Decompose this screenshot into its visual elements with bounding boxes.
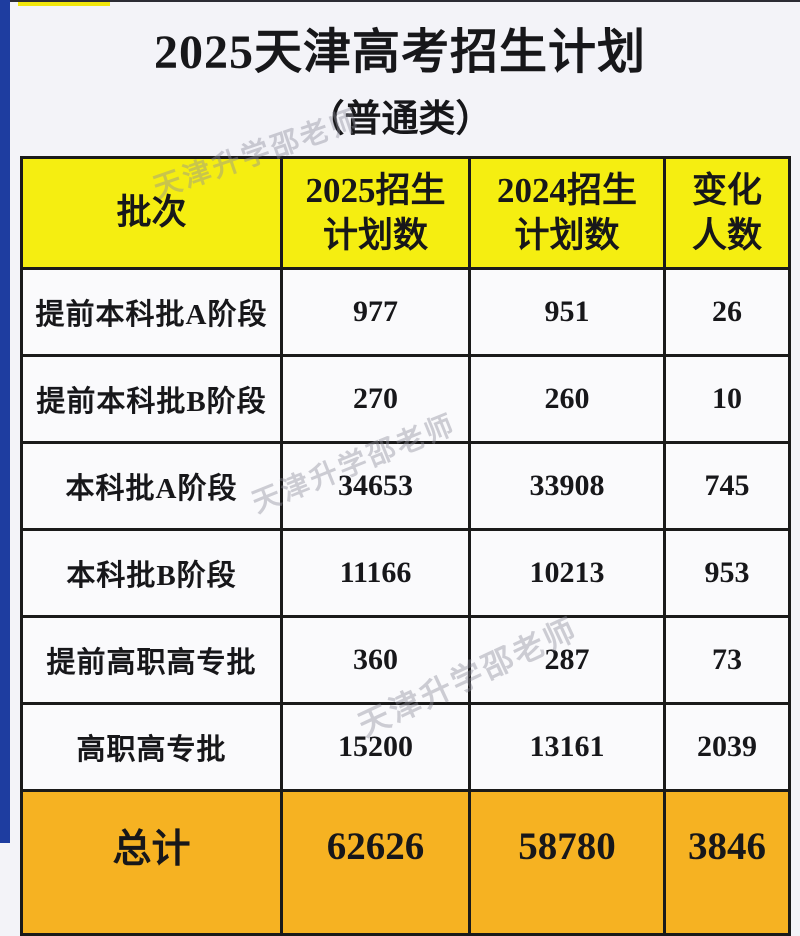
table-row: 提前本科批B阶段 270 260 10 [20, 354, 791, 444]
change-cell: 745 [663, 441, 791, 531]
table-row: 本科批B阶段 11166 10213 953 [20, 528, 791, 618]
change-cell: 73 [663, 615, 791, 705]
page-subtitle: （普通类） [307, 99, 493, 140]
batch-label-cell: 提前高职高专批 [20, 615, 283, 705]
plan-2024-cell: 33908 [468, 441, 666, 531]
plan-2024-cell: 287 [468, 615, 666, 705]
page-title: 2025天津高考招生计划 [153, 26, 646, 79]
total-change-cell: 3846 [663, 789, 791, 936]
table-row: 高职高专批 15200 13161 2039 [20, 702, 791, 792]
table-total-row: 总计 62626 58780 3846 [20, 789, 791, 936]
top-yellow-sliver [18, 2, 110, 6]
table-row: 提前本科批A阶段 977 951 26 [20, 267, 791, 357]
plan-2025-cell: 34653 [280, 441, 471, 531]
plan-2025-cell: 360 [280, 615, 471, 705]
plan-2025-cell: 977 [280, 267, 471, 357]
col-header-plan-2025-line1: 2025招生 [305, 170, 446, 210]
change-cell: 10 [663, 354, 791, 444]
change-cell: 26 [663, 267, 791, 357]
admission-plan-table: 批次 2025招生 计划数 2024招生 计划数 变化 人数 提前本科批A阶段 … [20, 156, 791, 936]
plan-2025-cell: 15200 [280, 702, 471, 792]
change-cell: 2039 [663, 702, 791, 792]
plan-2024-cell: 13161 [468, 702, 666, 792]
col-header-batch: 批次 [20, 156, 283, 270]
plan-2024-cell: 260 [468, 354, 666, 444]
batch-label-cell: 提前本科批A阶段 [20, 267, 283, 357]
table-row: 提前高职高专批 360 287 73 [20, 615, 791, 705]
plan-2025-cell: 270 [280, 354, 471, 444]
batch-label-cell: 高职高专批 [20, 702, 283, 792]
plan-2024-cell: 10213 [468, 528, 666, 618]
col-header-change-line1: 变化 [691, 170, 762, 210]
total-plan-2024-cell: 58780 [468, 789, 666, 936]
table-header-row: 批次 2025招生 计划数 2024招生 计划数 变化 人数 [20, 156, 791, 270]
col-header-plan-2025: 2025招生 计划数 [280, 156, 471, 270]
total-plan-2025-cell: 62626 [280, 789, 471, 936]
left-blue-stripe [0, 0, 10, 843]
batch-label-cell: 提前本科批B阶段 [20, 354, 283, 444]
plan-2025-cell: 11166 [280, 528, 471, 618]
col-header-plan-2024: 2024招生 计划数 [468, 156, 666, 270]
col-header-plan-2024-line2: 计划数 [514, 216, 620, 255]
col-header-plan-2024-line1: 2024招生 [496, 170, 637, 210]
table-row: 本科批A阶段 34653 33908 745 [20, 441, 791, 531]
plan-2024-cell: 951 [468, 267, 666, 357]
top-edge-line [0, 0, 800, 2]
total-label-cell: 总计 [20, 789, 283, 936]
batch-label-cell: 本科批B阶段 [20, 528, 283, 618]
col-header-plan-2025-line2: 计划数 [322, 216, 428, 255]
col-header-batch-label: 批次 [116, 193, 187, 233]
col-header-change-line2: 人数 [691, 216, 762, 255]
col-header-change: 变化 人数 [663, 156, 791, 270]
change-cell: 953 [663, 528, 791, 618]
batch-label-cell: 本科批A阶段 [20, 441, 283, 531]
